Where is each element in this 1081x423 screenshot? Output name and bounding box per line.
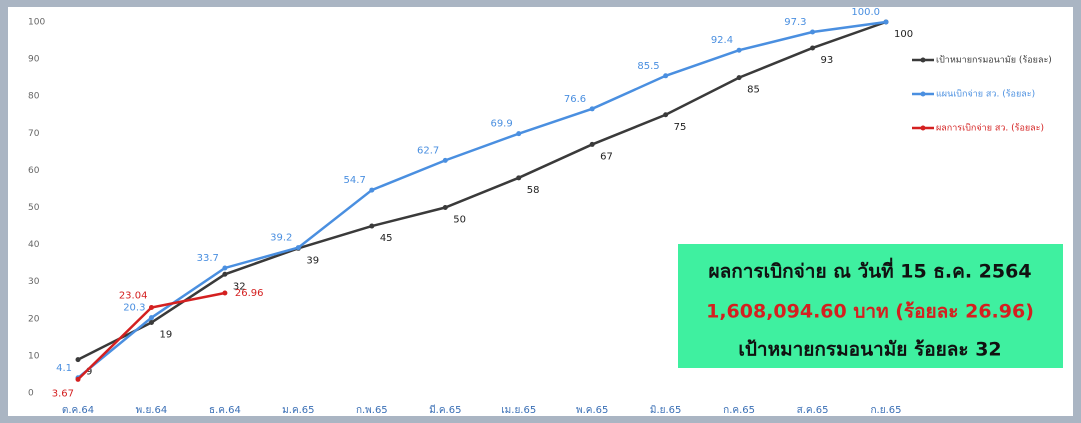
data-label: 23.04 xyxy=(119,291,148,302)
point xyxy=(736,47,742,53)
y-tick-label: 90 xyxy=(28,55,40,65)
y-tick-label: 100 xyxy=(28,18,45,28)
x-tick-label: มี.ค.65 xyxy=(429,404,461,416)
point xyxy=(810,29,816,35)
data-label: 62.7 xyxy=(417,145,439,156)
point xyxy=(516,175,522,181)
y-tick-label: 0 xyxy=(28,389,34,399)
point xyxy=(516,131,522,137)
point xyxy=(663,112,669,118)
y-tick-label: 50 xyxy=(28,203,40,213)
series-line xyxy=(77,20,887,379)
point xyxy=(222,290,228,296)
y-tick-label: 10 xyxy=(28,351,40,361)
series-line xyxy=(77,20,887,361)
data-label: 39.2 xyxy=(270,233,292,244)
data-label: 67 xyxy=(600,151,613,162)
x-tick-label: ส.ค.65 xyxy=(797,405,829,416)
x-tick-label: ต.ค.64 xyxy=(62,405,94,416)
data-label: 92.4 xyxy=(711,35,733,46)
data-label: 50 xyxy=(453,215,466,226)
point xyxy=(369,223,375,229)
point xyxy=(663,73,669,79)
y-tick-label: 20 xyxy=(28,314,40,324)
point xyxy=(222,265,228,271)
data-label: 9 xyxy=(86,367,92,378)
data-label: 97.3 xyxy=(784,17,806,28)
data-label: 85 xyxy=(747,85,760,96)
legend-marker xyxy=(920,125,926,131)
data-label: 39 xyxy=(306,255,319,266)
point xyxy=(295,245,301,251)
x-tick-label: ก.พ.65 xyxy=(356,405,388,416)
point xyxy=(442,157,448,163)
point xyxy=(589,106,595,112)
point xyxy=(369,187,375,193)
data-label: 93 xyxy=(821,55,834,66)
data-label: 20.3 xyxy=(123,303,145,314)
annotation-box xyxy=(678,244,1063,368)
annotation: ผลการเบิกจ่าย ณ วันที่ 15 ธ.ค. 2564 xyxy=(708,258,1031,283)
data-label: 54.7 xyxy=(344,175,366,186)
y-tick-label: 30 xyxy=(28,277,40,287)
point xyxy=(148,320,154,326)
data-label: 76.6 xyxy=(564,94,586,105)
point xyxy=(810,45,816,51)
point xyxy=(222,271,228,277)
x-tick-label: ก.ย.65 xyxy=(871,405,902,416)
data-label: 69.9 xyxy=(490,119,512,130)
y-tick-label: 70 xyxy=(28,129,40,139)
point xyxy=(736,75,742,81)
x-tick-label: พ.ย.64 xyxy=(136,405,168,416)
data-label: 75 xyxy=(674,122,687,133)
point xyxy=(442,205,448,210)
data-label: 100.0 xyxy=(851,7,880,18)
x-tick-label: มิ.ย.65 xyxy=(650,405,682,416)
legend-label: ผลการเบิกจ่าย สว. (ร้อยละ) xyxy=(936,123,1044,134)
legend-marker xyxy=(920,57,926,63)
data-label: 33.7 xyxy=(197,253,219,264)
x-tick-label: ม.ค.65 xyxy=(282,405,314,416)
y-tick-label: 40 xyxy=(28,240,40,250)
point xyxy=(75,376,81,382)
point xyxy=(883,19,889,25)
point xyxy=(148,315,154,321)
x-tick-label: พ.ค.65 xyxy=(576,405,608,416)
x-tick-label: ธ.ค.64 xyxy=(209,405,241,416)
data-label: 4.1 xyxy=(56,363,72,374)
point xyxy=(589,141,595,147)
data-label: 85.5 xyxy=(637,61,659,72)
legend-marker xyxy=(920,91,926,97)
point xyxy=(148,305,154,311)
data-label: 58 xyxy=(527,185,540,196)
data-label: 19 xyxy=(159,330,172,341)
y-tick-label: 80 xyxy=(28,92,40,102)
x-tick-label: เม.ย.65 xyxy=(501,405,536,416)
legend-label: แผนเบิกจ่าย สว. (ร้อยละ) xyxy=(936,89,1035,100)
x-tick-label: ก.ค.65 xyxy=(723,405,755,416)
annotation: เป้าหมายกรมอนามัย ร้อยละ 32 xyxy=(738,339,1001,361)
data-label: 3.67 xyxy=(52,388,74,399)
data-label: 45 xyxy=(380,233,393,244)
data-label: 32 xyxy=(233,281,246,292)
data-label: 26.96 xyxy=(235,288,264,299)
y-tick-label: 60 xyxy=(28,166,40,176)
legend-label: เป้าหมายกรมอนามัย (ร้อยละ) xyxy=(936,55,1052,66)
annotation: 1,608,094.60 บาท (ร้อยละ 26.96) xyxy=(706,301,1034,323)
data-label: 100 xyxy=(894,29,913,40)
point xyxy=(75,357,81,363)
